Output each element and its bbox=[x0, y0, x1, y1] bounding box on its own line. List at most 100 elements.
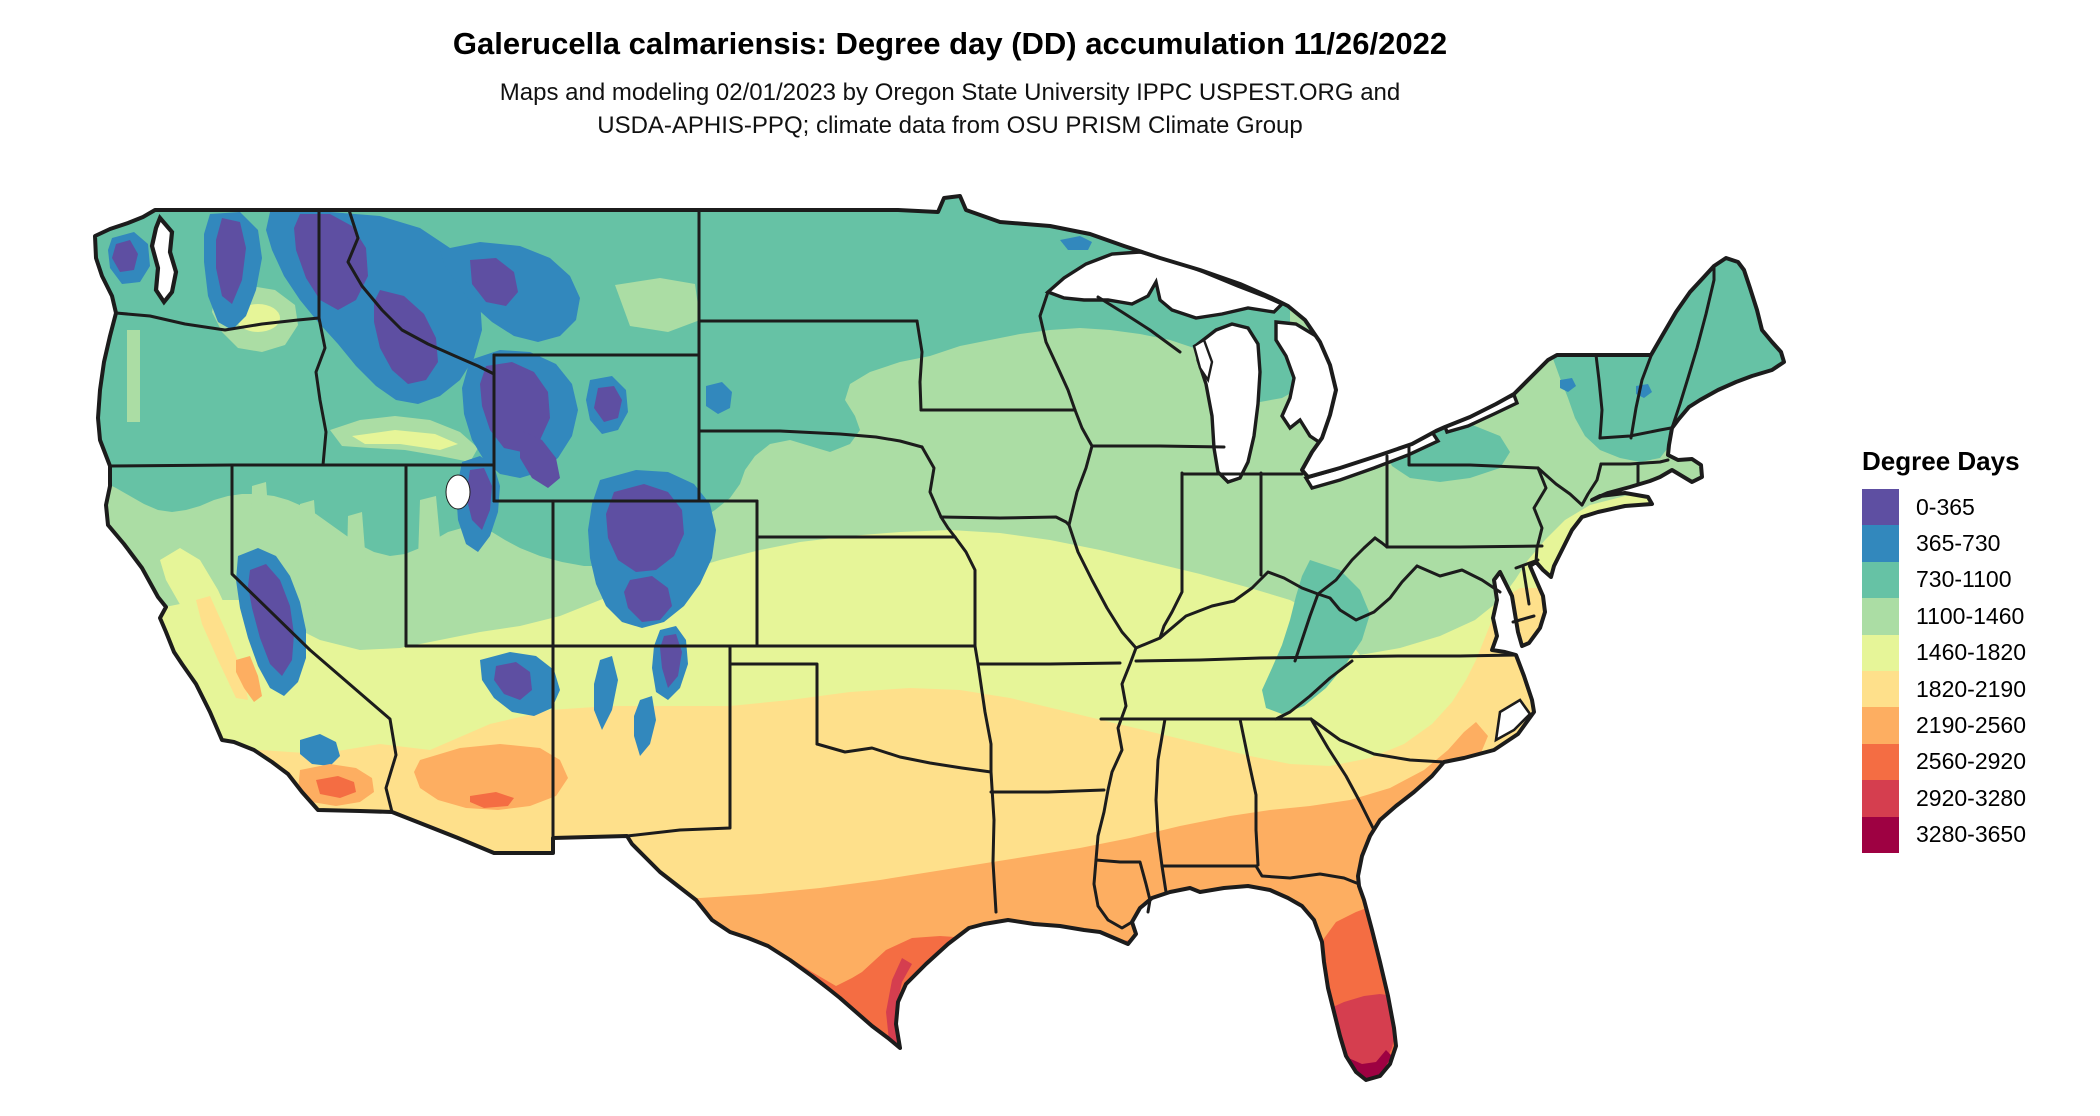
legend-row: 1100-1460 bbox=[1862, 598, 2092, 635]
idaho-panhandle-purple bbox=[294, 214, 368, 310]
state-line bbox=[1038, 290, 1077, 412]
map-header: Galerucella calmariensis: Degree day (DD… bbox=[0, 26, 1900, 142]
california-central-valley-south bbox=[196, 596, 248, 700]
state-line bbox=[108, 463, 496, 468]
band-2920-3280-south-florida bbox=[1322, 994, 1398, 1078]
state-borders bbox=[108, 208, 1716, 930]
state-line bbox=[697, 429, 924, 449]
state-line bbox=[1238, 717, 1260, 867]
state-line bbox=[1670, 264, 1716, 430]
green-bay bbox=[1192, 338, 1214, 384]
state-line bbox=[1373, 536, 1389, 549]
nevada-valley bbox=[346, 512, 368, 640]
state-line bbox=[1407, 445, 1540, 470]
degree-days-legend: Degree Days 0-365 365-730 730-1100 1100-146… bbox=[1862, 446, 2092, 853]
legend-range-label: 1100-1460 bbox=[1916, 602, 2025, 629]
colorado-rockies-purple-south bbox=[624, 576, 672, 622]
wasatch-purple bbox=[466, 468, 492, 530]
wind-river-purple bbox=[520, 430, 560, 488]
florida-keys bbox=[1350, 1088, 1360, 1093]
puget-sound bbox=[149, 214, 179, 306]
state-line bbox=[1532, 466, 1548, 564]
legend-range-label: 1460-1820 bbox=[1916, 639, 2026, 666]
us-outline bbox=[93, 194, 1786, 1082]
state-line bbox=[1254, 864, 1361, 886]
adirondack-blue bbox=[1560, 378, 1576, 392]
socal-hot-core bbox=[316, 776, 356, 798]
state-line bbox=[314, 316, 328, 467]
state-line bbox=[1521, 564, 1531, 606]
legend-row: 365-730 bbox=[1862, 525, 2092, 562]
great-salt-lake bbox=[445, 474, 471, 510]
legend-color-swatch bbox=[1862, 816, 1899, 853]
nevada-valley bbox=[298, 500, 320, 632]
southern-arizona-orange bbox=[414, 744, 568, 810]
utah-valley bbox=[418, 496, 442, 600]
bitterroot-purple bbox=[374, 290, 438, 384]
state-line bbox=[989, 788, 1106, 794]
legend-row: 3280-3650 bbox=[1862, 816, 2092, 853]
state-line bbox=[728, 644, 819, 746]
legend-row: 2190-2560 bbox=[1862, 707, 2092, 744]
legend-row: 2920-3280 bbox=[1862, 780, 2092, 817]
state-line bbox=[1598, 426, 1673, 440]
state-line bbox=[1274, 659, 1354, 721]
state-line bbox=[1536, 466, 1584, 507]
san-joaquin-orange bbox=[236, 656, 262, 702]
colorado-rockies-purple-north bbox=[606, 484, 684, 572]
legend-range-label: 2920-3280 bbox=[1916, 784, 2026, 811]
legend-color-swatch bbox=[1862, 707, 1899, 744]
state-line bbox=[939, 515, 1071, 527]
legend-range-label: 2190-2560 bbox=[1916, 712, 2026, 739]
state-line bbox=[989, 770, 998, 914]
washington-cascades-purple bbox=[216, 218, 246, 304]
legend-color-swatch bbox=[1862, 743, 1899, 781]
state-line bbox=[1594, 353, 1604, 440]
montana-plains-patch bbox=[615, 278, 700, 332]
state-line bbox=[230, 463, 398, 814]
snake-river-plain-core bbox=[352, 430, 458, 450]
mogollon-purple bbox=[494, 662, 532, 700]
arizona-border-hot-spot bbox=[470, 792, 514, 808]
legend-range-label: 1820-2190 bbox=[1916, 675, 2026, 702]
state-line bbox=[915, 319, 924, 412]
legend-color-swatch bbox=[1862, 670, 1899, 708]
state-line bbox=[1599, 458, 1670, 466]
page-title: Galerucella calmariensis: Degree day (DD… bbox=[452, 26, 1448, 61]
pamlico-sound bbox=[1494, 698, 1532, 743]
state-line bbox=[973, 644, 993, 774]
legend-color-swatch bbox=[1862, 598, 1899, 635]
legend-title: Degree Days bbox=[1862, 446, 2020, 476]
legend-color-swatch bbox=[1862, 525, 1899, 562]
legend-row: 0-365 bbox=[1862, 489, 2092, 526]
socal-mountains-blue bbox=[300, 734, 340, 766]
olympic-mountains-purple bbox=[112, 240, 138, 272]
central-montana-purple bbox=[470, 258, 518, 306]
band-730-1100-appalachians bbox=[1262, 560, 1370, 714]
band-730-1100-new-england bbox=[1545, 210, 1784, 462]
florida-keys bbox=[1366, 1086, 1375, 1091]
state-line bbox=[625, 662, 732, 838]
subtitle-line-1: Maps and modeling 02/01/2023 by Oregon S… bbox=[499, 79, 1401, 106]
legend-row: 1460-1820 bbox=[1862, 634, 2092, 671]
willamette-valley bbox=[127, 330, 140, 422]
legend-row: 1820-2190 bbox=[1862, 670, 2092, 708]
sierra-nevada-purple bbox=[248, 564, 294, 676]
subtitle-line-2: USDA-APHIS-PPQ; climate data from OSU PR… bbox=[597, 112, 1303, 139]
legend-range-label: 3280-3650 bbox=[1916, 821, 2026, 848]
legend-color-swatch bbox=[1862, 634, 1899, 671]
legend-rows: 0-365 365-730 730-1100 1100-1460 1460-1820 18… bbox=[1862, 489, 2092, 853]
state-line bbox=[1067, 408, 1138, 650]
lake-michigan bbox=[1196, 322, 1262, 484]
state-line bbox=[1158, 471, 1184, 640]
state-line bbox=[1154, 717, 1168, 894]
map-subtitle: Maps and modeling 02/01/2023 by Oregon S… bbox=[0, 76, 1900, 142]
state-line bbox=[1134, 536, 1377, 650]
state-line bbox=[1134, 653, 1518, 663]
state-line bbox=[1385, 544, 1544, 549]
legend-range-label: 730-1100 bbox=[1916, 566, 2012, 593]
state-line bbox=[1309, 717, 1446, 764]
state-line bbox=[1096, 295, 1182, 354]
